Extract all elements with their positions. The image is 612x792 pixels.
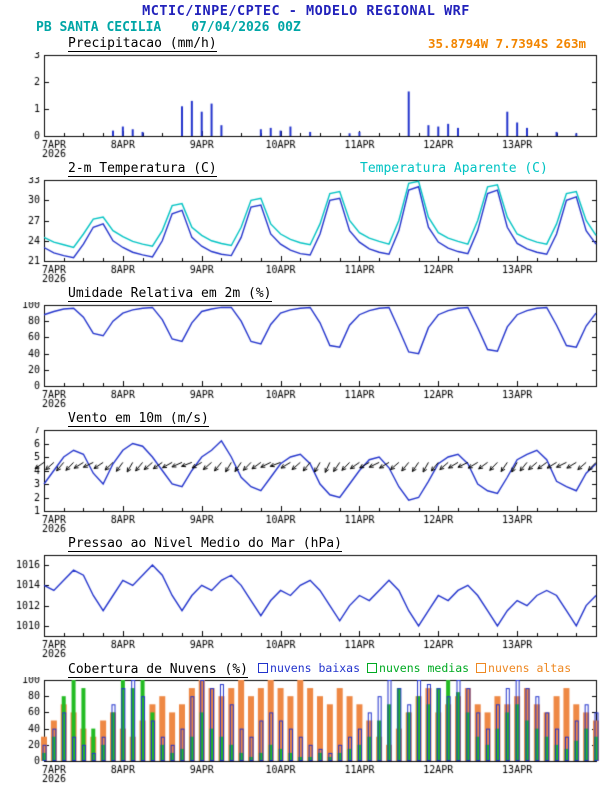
panel-pressure-title-row: Pressao ao Nivel Medio do Mar (hPa) — [68, 536, 612, 552]
panel-humidity-title-row: Umidade Relativa em 2m (%) — [68, 286, 612, 302]
panel-temperature-title: 2-m Temperatura (C) — [68, 161, 217, 177]
mid-clouds-swatch-icon — [367, 663, 378, 673]
panel-wind-title: Vento em 10m (m/s) — [68, 411, 209, 427]
panel-humidity-title: Umidade Relativa em 2m (%) — [68, 286, 272, 302]
panel-wind: Vento em 10m (m/s) — [0, 411, 612, 535]
run-datetime: 07/04/2026 00Z — [191, 20, 301, 35]
station-line: PB SANTA CECILIA 07/04/2026 00Z — [0, 20, 612, 35]
pressure-chart — [0, 552, 612, 660]
panel-clouds: Cobertura de Nuvens (%) nuvens baixas nuve… — [0, 661, 612, 785]
high-clouds-swatch-icon — [476, 663, 487, 673]
legend-item-low-clouds: nuvens baixas — [258, 661, 360, 675]
legend-label-high: nuvens altas — [488, 661, 572, 675]
panel-pressure-title: Pressao ao Nivel Medio do Mar (hPa) — [68, 536, 342, 552]
legend-label-mid: nuvens medias — [379, 661, 470, 675]
panel-precipitation: Precipitacao (mm/h) 35.8794W 7.7394S 263… — [0, 36, 612, 160]
panel-temperature-title-row: 2-m Temperatura (C) Temperatura Aparente… — [68, 161, 612, 177]
panel-precipitation-title-row: Precipitacao (mm/h) 35.8794W 7.7394S 263… — [68, 36, 612, 52]
humidity-chart — [0, 302, 612, 410]
station-name: PB SANTA CECILIA — [36, 20, 162, 35]
wind-chart — [0, 427, 612, 535]
legend-item-high-clouds: nuvens altas — [476, 661, 571, 675]
panel-temperature: 2-m Temperatura (C) Temperatura Aparente… — [0, 161, 612, 285]
temperature-chart — [0, 177, 612, 285]
precipitation-chart — [0, 52, 612, 160]
legend-label-low: nuvens baixas — [270, 661, 361, 675]
report-title: MCTIC/INPE/CPTEC - MODELO REGIONAL WRF — [142, 3, 470, 19]
panel-pressure: Pressao ao Nivel Medio do Mar (hPa) — [0, 536, 612, 660]
panel-wind-title-row: Vento em 10m (m/s) — [68, 411, 612, 427]
panel-precipitation-title: Precipitacao (mm/h) — [68, 36, 217, 52]
cloud-cover-chart — [0, 677, 612, 785]
panel-humidity: Umidade Relativa em 2m (%) — [0, 286, 612, 410]
panel-clouds-title-row: Cobertura de Nuvens (%) nuvens baixas nuve… — [68, 661, 612, 678]
station-coordinates: 35.8794W 7.7394S 263m — [427, 36, 586, 51]
panel-clouds-title: Cobertura de Nuvens (%) — [68, 662, 249, 678]
apparent-temp-label: Temperatura Aparente (C) — [360, 161, 548, 176]
legend-item-mid-clouds: nuvens medias — [367, 661, 469, 675]
low-clouds-swatch-icon — [258, 663, 269, 673]
cloud-legend: nuvens baixas nuvens medias nuvens altas — [258, 661, 578, 676]
